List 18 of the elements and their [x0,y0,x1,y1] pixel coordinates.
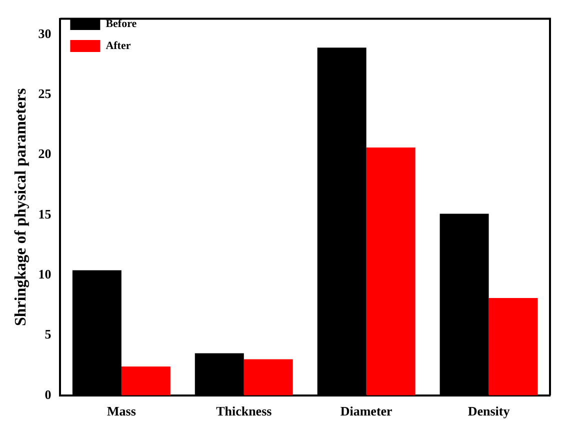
y-tick-label: 20 [38,146,52,162]
legend-label: Before [106,18,137,30]
y-tick-label: 5 [44,326,52,342]
y-tick-label: 15 [38,206,52,222]
bar [488,298,538,396]
legend-label: After [106,40,131,52]
y-axis-title: Shringkage of physical parameters [12,88,30,326]
bar [244,359,293,396]
x-tick-label: Mass [106,404,136,419]
x-tick-label: Density [468,404,510,419]
x-tick-label: Diameter [340,404,393,419]
bar [121,366,170,396]
y-tick-label: 10 [38,266,52,282]
x-tick-label: Thickness [216,404,272,419]
bar [366,148,416,396]
y-tick-label: 30 [38,26,52,41]
y-tick-label: 0 [44,386,52,402]
y-tick-label: 25 [38,86,52,101]
